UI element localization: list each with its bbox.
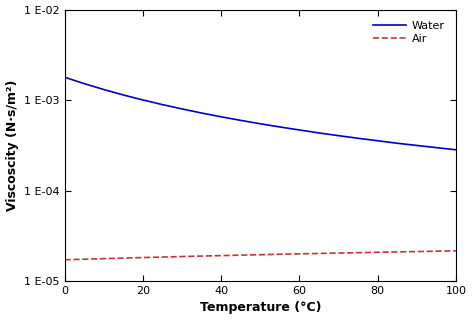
Water <box>120 93 126 97</box>
Water <box>101 88 107 92</box>
Water <box>316 131 322 135</box>
Water <box>355 136 361 140</box>
Water <box>453 148 459 152</box>
Water <box>395 141 400 145</box>
Air <box>257 253 263 257</box>
Air <box>179 255 185 259</box>
Air <box>219 254 224 258</box>
Air <box>62 258 67 262</box>
Water <box>62 75 67 79</box>
Legend: Water, Air: Water, Air <box>367 15 450 50</box>
Air <box>414 250 420 253</box>
Air <box>140 256 146 260</box>
Water <box>336 134 341 138</box>
Water <box>296 128 302 132</box>
Air <box>336 251 341 255</box>
Water <box>81 82 87 85</box>
Water <box>179 107 185 111</box>
Air <box>296 252 302 256</box>
Water <box>414 144 420 148</box>
Line: Air: Air <box>65 251 456 260</box>
Water <box>219 115 224 119</box>
Water <box>434 146 439 149</box>
Line: Water: Water <box>65 77 456 150</box>
Water <box>375 139 380 143</box>
Air <box>453 249 459 253</box>
Water <box>277 125 283 129</box>
Air <box>101 257 107 260</box>
Y-axis label: Viscoscity (N·s/m²): Viscoscity (N·s/m²) <box>6 80 18 211</box>
Water <box>257 122 263 126</box>
Water <box>160 103 165 107</box>
Water <box>238 118 244 122</box>
X-axis label: Temperature (°C): Temperature (°C) <box>200 301 321 315</box>
Air <box>375 250 380 254</box>
Water <box>140 98 146 102</box>
Water <box>199 111 204 115</box>
